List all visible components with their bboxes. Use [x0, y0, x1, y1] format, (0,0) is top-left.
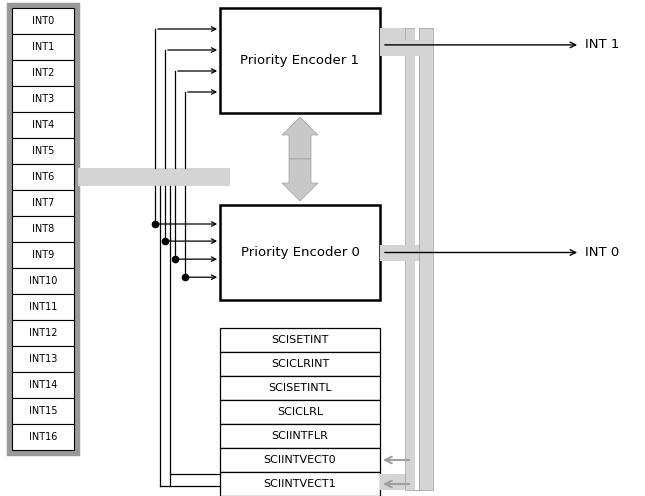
- Bar: [12, 34, 74, 60]
- Bar: [12, 86, 74, 112]
- Bar: [12, 398, 74, 424]
- Bar: [415, 28, 419, 490]
- Bar: [12, 190, 74, 216]
- Text: INT11: INT11: [29, 302, 57, 312]
- Bar: [12, 60, 74, 86]
- Bar: [12, 294, 74, 320]
- Text: INT7: INT7: [32, 198, 54, 208]
- Bar: [12, 164, 74, 190]
- Text: INT3: INT3: [32, 94, 54, 104]
- Bar: [220, 205, 380, 300]
- Text: INT4: INT4: [32, 120, 54, 130]
- Bar: [220, 448, 380, 472]
- Bar: [220, 400, 380, 424]
- Text: INT1: INT1: [32, 42, 54, 52]
- Text: INT14: INT14: [29, 380, 57, 390]
- Text: INT15: INT15: [29, 406, 57, 416]
- Text: Priority Encoder 1: Priority Encoder 1: [241, 54, 359, 67]
- Text: SCIINTVECT0: SCIINTVECT0: [264, 455, 336, 465]
- Text: INT 1: INT 1: [585, 38, 619, 52]
- Bar: [220, 424, 380, 448]
- Text: SCISETINT: SCISETINT: [272, 335, 329, 345]
- Bar: [12, 346, 74, 372]
- Text: Priority Encoder 0: Priority Encoder 0: [241, 246, 359, 259]
- Text: INT0: INT0: [32, 16, 54, 26]
- FancyArrow shape: [282, 117, 318, 159]
- Text: INT16: INT16: [29, 432, 57, 442]
- Text: SCIINTFLR: SCIINTFLR: [272, 431, 328, 441]
- Text: INT 0: INT 0: [585, 246, 619, 259]
- Bar: [12, 8, 74, 34]
- Bar: [12, 112, 74, 138]
- Bar: [12, 424, 74, 450]
- Text: INT6: INT6: [32, 172, 54, 182]
- Bar: [12, 372, 74, 398]
- Bar: [220, 376, 380, 400]
- Bar: [220, 328, 380, 352]
- Text: SCIINTVECT1: SCIINTVECT1: [264, 479, 336, 489]
- Bar: [12, 216, 74, 242]
- Bar: [220, 472, 380, 496]
- Bar: [380, 474, 433, 490]
- Text: SCISETINTL: SCISETINTL: [268, 383, 332, 393]
- Bar: [380, 245, 419, 260]
- Bar: [12, 320, 74, 346]
- Text: SCICLRL: SCICLRL: [277, 407, 323, 417]
- FancyArrow shape: [282, 159, 318, 201]
- Bar: [289, 135, 311, 183]
- Bar: [12, 242, 74, 268]
- Bar: [78, 168, 230, 186]
- Text: INT13: INT13: [29, 354, 57, 364]
- Text: INT12: INT12: [29, 328, 57, 338]
- Bar: [220, 352, 380, 376]
- Bar: [12, 268, 74, 294]
- Text: INT9: INT9: [32, 250, 54, 260]
- Bar: [380, 40, 433, 56]
- Bar: [8, 4, 78, 454]
- Bar: [12, 138, 74, 164]
- Bar: [220, 8, 380, 113]
- Text: INT5: INT5: [32, 146, 54, 156]
- Text: INT8: INT8: [32, 224, 54, 234]
- Bar: [415, 28, 433, 490]
- Bar: [405, 28, 419, 490]
- Text: INT2: INT2: [32, 68, 54, 78]
- Text: SCICLRINT: SCICLRINT: [271, 359, 329, 369]
- Text: INT10: INT10: [29, 276, 57, 286]
- Bar: [380, 28, 433, 44]
